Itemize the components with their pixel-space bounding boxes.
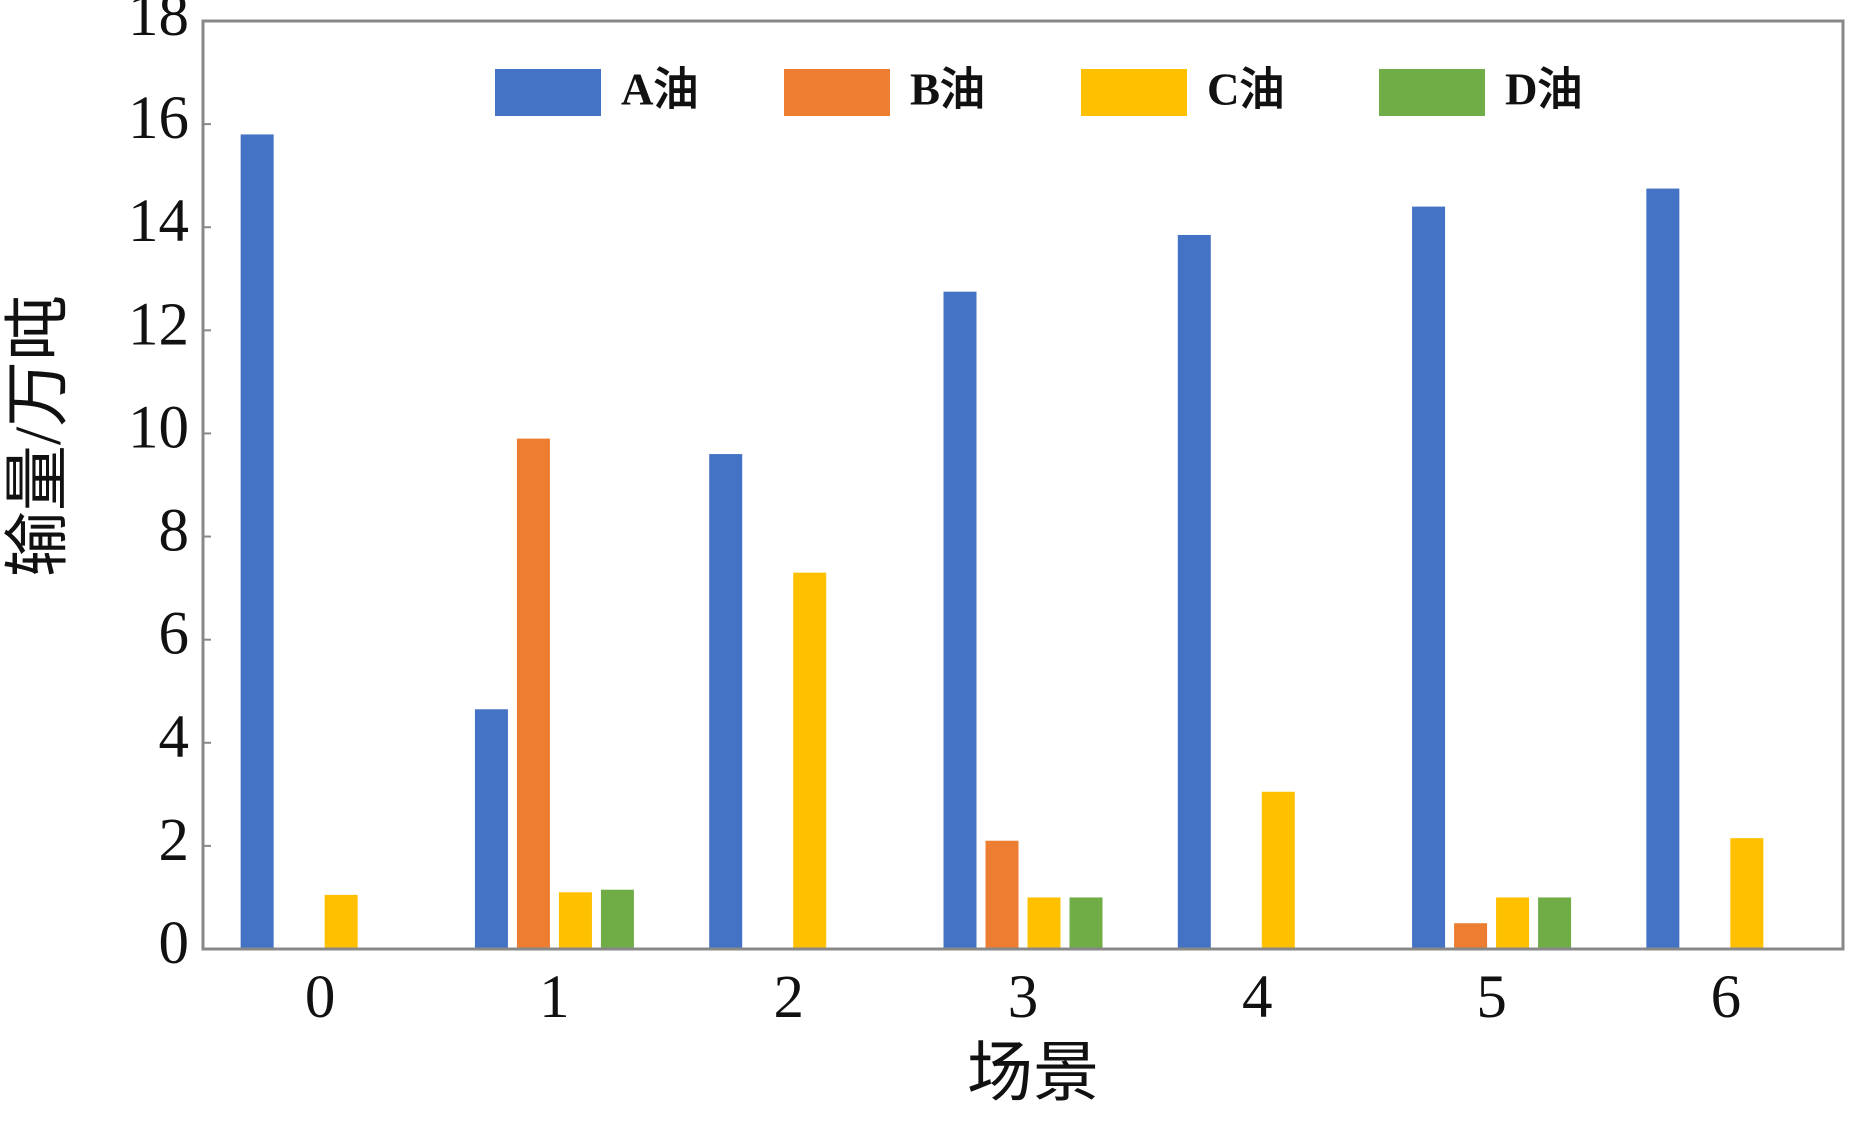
plot-frame [201, 19, 1845, 951]
x-tick-label: 6 [1711, 964, 1742, 1031]
bar [985, 840, 1019, 949]
legend-label: B油 [910, 64, 985, 114]
bar [474, 709, 508, 949]
legend-swatch [1379, 69, 1485, 116]
bar [1412, 206, 1446, 950]
x-tick-label: 2 [773, 964, 804, 1031]
y-tick-label: 4 [159, 704, 190, 771]
legend-label: C油 [1207, 64, 1285, 114]
y-tick-label: 14 [128, 188, 189, 255]
bar [793, 572, 827, 949]
bar [1177, 234, 1211, 949]
bar [240, 134, 274, 949]
bar [1730, 838, 1764, 949]
y-tick-label: 10 [128, 394, 189, 461]
bar [558, 892, 592, 949]
y-tick-label: 16 [128, 85, 189, 152]
y-axis-title: 输量/万吨 [2, 295, 75, 577]
bar [1454, 923, 1488, 949]
bar [324, 894, 358, 949]
y-tick-label: 6 [159, 601, 190, 668]
y-tick-label: 12 [128, 291, 189, 358]
x-tick-label: 4 [1242, 964, 1273, 1031]
bar [600, 889, 634, 949]
bar [943, 291, 977, 950]
x-tick-label: 0 [305, 964, 336, 1031]
y-tick-label: 0 [159, 910, 190, 977]
x-axis-title: 场景 [967, 1037, 1099, 1110]
bar [1027, 897, 1061, 949]
bar [1261, 791, 1295, 949]
legend-swatch [784, 69, 890, 116]
y-tick-label: 2 [159, 807, 190, 874]
y-tick-label: 18 [128, 0, 189, 49]
legend-label: D油 [1505, 64, 1583, 114]
y-tick-label: 8 [159, 498, 190, 565]
bar [709, 454, 743, 949]
bar [516, 438, 550, 949]
legend-swatch [495, 69, 601, 116]
legend-label: A油 [621, 64, 699, 114]
x-tick-label: 5 [1476, 964, 1507, 1031]
bar [1496, 897, 1530, 949]
legend-swatch [1081, 69, 1187, 116]
bar [1069, 897, 1103, 949]
x-tick-label: 3 [1008, 964, 1039, 1031]
bar [1538, 897, 1572, 949]
bar [1646, 188, 1680, 950]
x-tick-label: 1 [539, 964, 570, 1031]
